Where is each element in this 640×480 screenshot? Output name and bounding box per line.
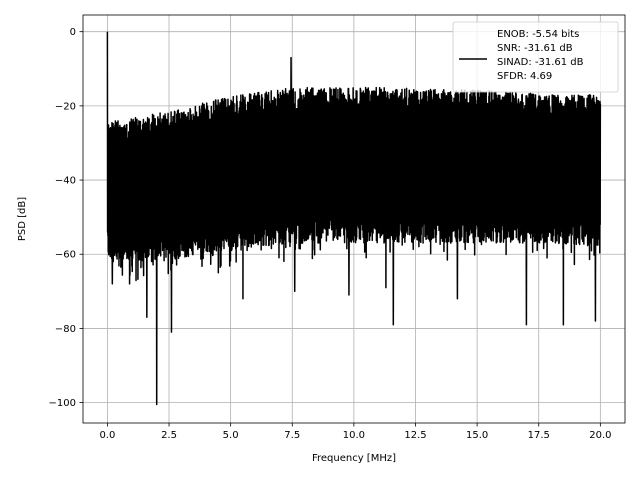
x-tick-label: 12.5 — [404, 430, 426, 441]
x-tick-label: 0.0 — [99, 430, 115, 441]
plot-data — [106, 31, 602, 406]
legend-entry: ENOB: -5.54 bits — [497, 29, 579, 40]
y-axis-label: PSD [dB] — [17, 197, 28, 241]
x-axis-label: Frequency [MHz] — [312, 453, 396, 464]
legend-entry: SNR: -31.61 dB — [497, 43, 573, 54]
x-tick-label: 2.5 — [161, 430, 177, 441]
legend-entry: SINAD: -31.61 dB — [497, 57, 584, 68]
psd-series-line — [106, 31, 602, 406]
y-tick-label: −40 — [55, 176, 76, 187]
x-tick-label: 20.0 — [589, 430, 611, 441]
x-axis-ticks: 0.0 2.5 5.0 7.5 10.0 12.5 15.0 17.5 20.0 — [99, 423, 611, 441]
y-tick-label: −100 — [49, 398, 76, 409]
legend-box — [452, 21, 619, 93]
y-tick-label: −60 — [55, 250, 76, 261]
x-tick-label: 15.0 — [466, 430, 488, 441]
y-axis-ticks: 0 −20 −40 −60 −80 −100 — [49, 27, 83, 409]
legend: ENOB: -5.54 bits SNR: -31.61 dB SINAD: -31… — [452, 21, 619, 93]
x-tick-label: 7.5 — [284, 430, 300, 441]
y-tick-label: 0 — [70, 27, 76, 38]
legend-entry: SFDR: 4.69 — [497, 71, 552, 82]
x-tick-label: 17.5 — [528, 430, 550, 441]
y-tick-label: −80 — [55, 324, 76, 335]
x-tick-label: 5.0 — [223, 430, 239, 441]
y-tick-label: −20 — [55, 101, 76, 112]
x-tick-label: 10.0 — [343, 430, 365, 441]
